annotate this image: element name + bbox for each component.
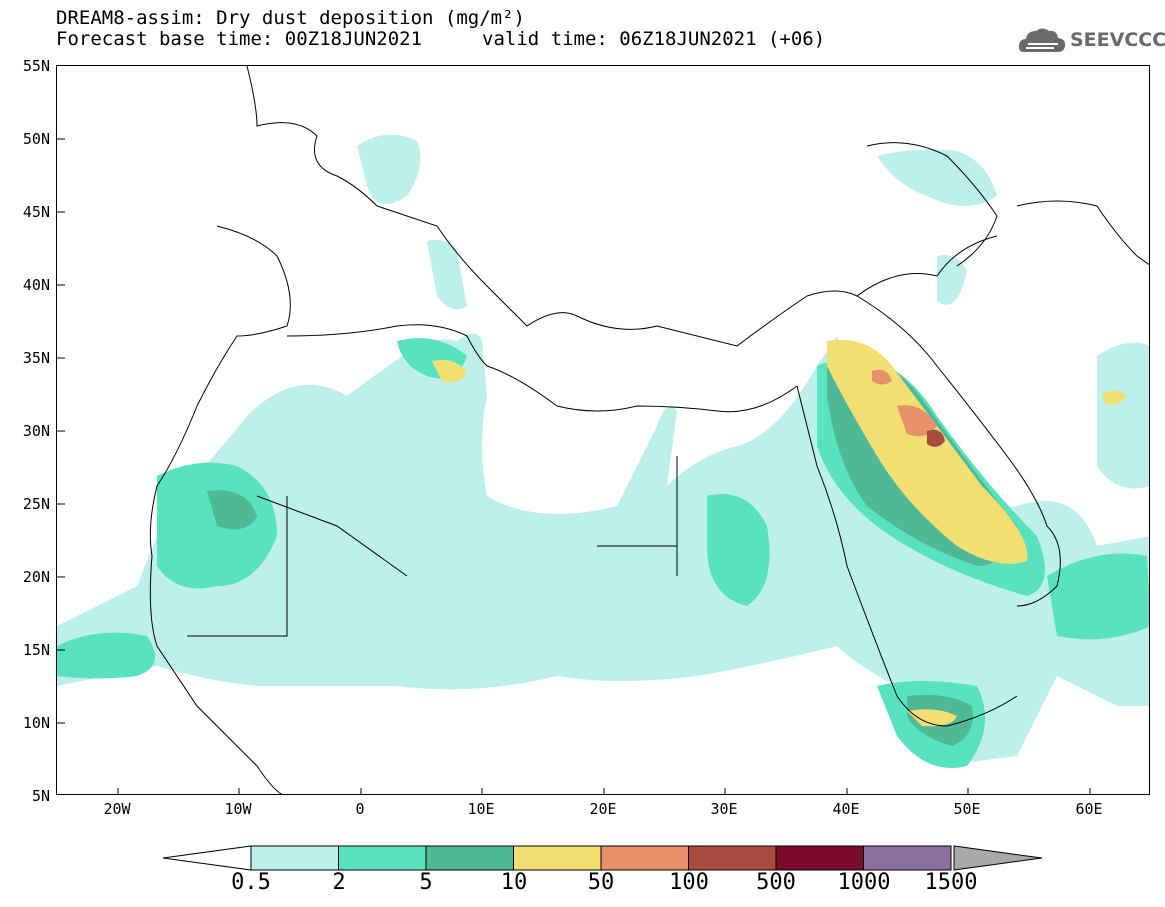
lat-label: 30N <box>22 422 50 440</box>
colorbar-left-arrow <box>162 845 252 871</box>
forecast-base-time: Forecast base time: 00Z18JUN2021 <box>56 28 423 50</box>
lat-label: 35N <box>22 349 50 367</box>
lat-label: 20N <box>22 568 50 586</box>
valid-time: valid time: 06Z18JUN2021 (+06) <box>482 28 826 50</box>
legend-label: 5 <box>419 870 433 895</box>
map-title: DREAM8-assim: Dry dust deposition (mg/m²… <box>56 7 525 29</box>
lon-label: 20E <box>589 800 617 818</box>
colorbar-boxes <box>250 845 952 871</box>
deposition-layer-100 <box>927 429 945 447</box>
colorbar-box <box>863 845 952 871</box>
legend-label: 500 <box>756 870 796 895</box>
lat-label: 5N <box>31 787 50 805</box>
deposition-layer-0.5 <box>57 134 1149 766</box>
lat-label: 25N <box>22 495 50 513</box>
legend-label: 1500 <box>924 870 978 895</box>
lat-label: 55N <box>22 57 50 75</box>
colorbar-right-arrow <box>953 845 1043 871</box>
grid-ticks <box>57 138 1091 794</box>
legend-label: 100 <box>669 870 709 895</box>
colorbar-box <box>688 845 777 871</box>
lon-label: 50E <box>953 800 981 818</box>
lon-label: 10E <box>467 800 495 818</box>
colorbar-box <box>775 845 864 871</box>
colorbar-box <box>513 845 602 871</box>
deposition-layer-50 <box>872 369 937 437</box>
colorbar-box <box>425 845 514 871</box>
legend-label: 0.5 <box>231 870 271 895</box>
colorbar-legend <box>162 845 1043 871</box>
legend-label: 1000 <box>837 870 891 895</box>
cloud-logo-icon <box>1018 28 1066 52</box>
legend-label: 10 <box>500 870 528 895</box>
lon-label: 60E <box>1075 800 1103 818</box>
dust-deposition-map <box>56 65 1150 795</box>
colorbar-box <box>250 845 339 871</box>
legend-label: 2 <box>332 870 346 895</box>
lat-label: 50N <box>22 130 50 148</box>
lon-label: 0 <box>355 800 365 818</box>
lon-label: 20W <box>103 800 131 818</box>
legend-label: 50 <box>587 870 615 895</box>
coastlines <box>149 66 1149 794</box>
lon-label: 30E <box>710 800 738 818</box>
lat-label: 45N <box>22 203 50 221</box>
map-canvas <box>57 66 1149 794</box>
colorbar-box <box>338 845 427 871</box>
deposition-layer-10 <box>432 339 1127 727</box>
lat-label: 40N <box>22 276 50 294</box>
lon-label: 10W <box>224 800 252 818</box>
colorbar-box <box>600 845 689 871</box>
logo-text: SEEVCCC <box>1070 29 1165 51</box>
seevccc-logo: SEEVCCC <box>1016 24 1165 58</box>
lat-label: 15N <box>22 641 50 659</box>
lon-label: 40E <box>832 800 860 818</box>
lat-label: 10N <box>22 714 50 732</box>
